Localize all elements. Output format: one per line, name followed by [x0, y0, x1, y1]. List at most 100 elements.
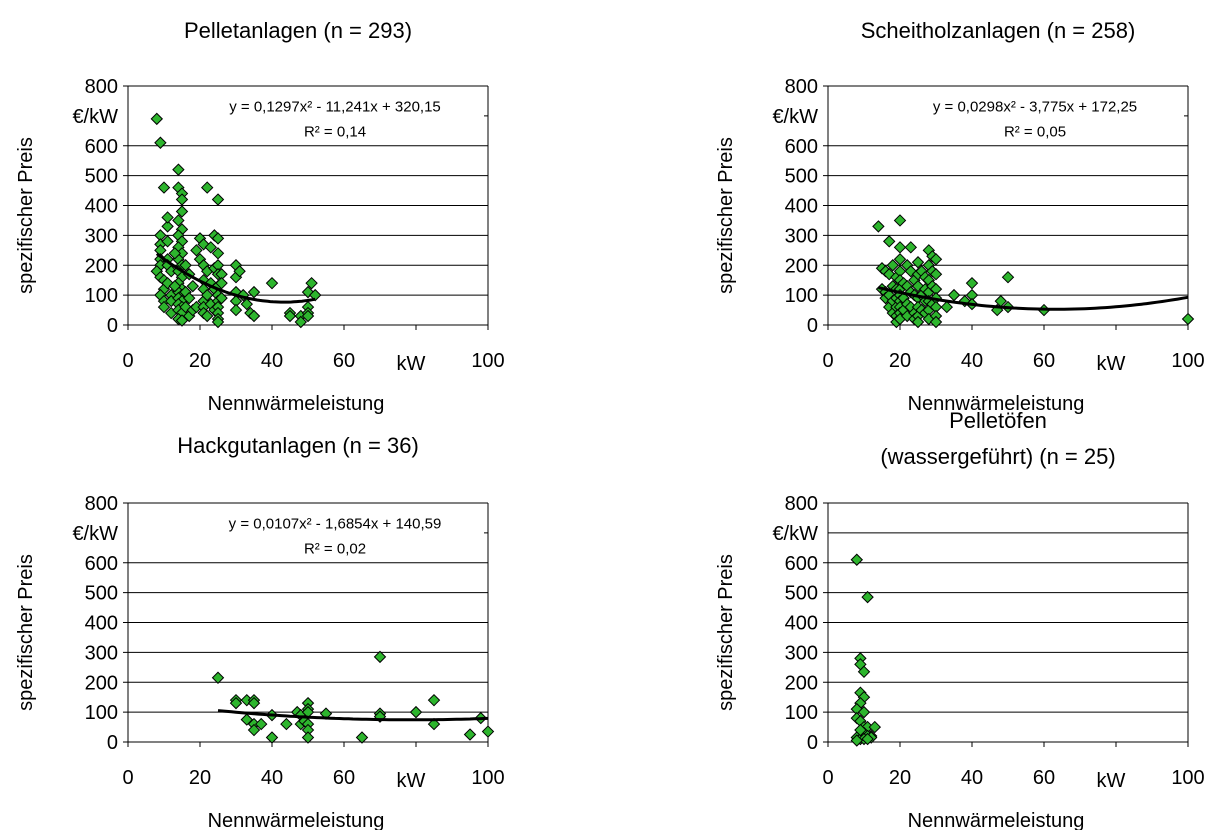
data-point	[211, 671, 225, 684]
x-tick-label: 100	[471, 350, 504, 372]
data-point	[229, 303, 243, 317]
y-tick-label: 800	[785, 493, 818, 515]
x-tick-label: 20	[889, 350, 911, 372]
data-point	[481, 725, 495, 738]
data-point	[265, 731, 279, 744]
x-unit-label: kW	[1097, 770, 1126, 792]
y-tick-label: 600	[85, 553, 118, 575]
trendline-equation: y = 0,1297x² - 11,241x + 320,15	[229, 98, 441, 115]
y-tick-label: 200	[785, 672, 818, 694]
data-point	[240, 713, 254, 726]
data-point	[150, 112, 164, 126]
data-point	[965, 276, 979, 290]
chart-panel-3: Hackgutanlagen (n = 36)01002003004005006…	[15, 433, 505, 832]
trendline-equation: y = 0,0298x² - 3,775x + 172,25	[933, 98, 1137, 115]
x-tick-label: 40	[261, 767, 283, 789]
x-tick-label: 60	[1033, 350, 1055, 372]
data-point	[886, 259, 900, 272]
data-point	[168, 279, 182, 293]
data-point	[200, 288, 214, 302]
y-tick-label: 600	[85, 136, 118, 158]
equation-box	[182, 91, 484, 144]
x-axis-label: Nennwärmeleistung	[208, 393, 385, 415]
data-point	[179, 259, 192, 272]
trendline	[217, 709, 489, 722]
data-point	[247, 285, 261, 299]
y-tick-label: 800	[785, 76, 818, 98]
data-point	[161, 211, 174, 224]
data-point	[893, 241, 907, 254]
data-point	[186, 279, 200, 293]
data-point	[861, 590, 874, 604]
data-point	[175, 193, 189, 206]
data-point	[850, 553, 864, 566]
data-point	[240, 297, 254, 311]
data-point	[850, 734, 864, 747]
y-tick-label: 0	[807, 315, 818, 337]
data-point	[211, 247, 225, 260]
data-point	[204, 241, 218, 254]
data-point	[301, 731, 315, 744]
data-point	[211, 193, 225, 206]
data-point	[294, 315, 308, 329]
trendline	[878, 286, 1189, 311]
x-tick-label: 60	[333, 350, 355, 372]
x-tick-label: 20	[889, 767, 911, 789]
y-tick-label: 100	[785, 702, 818, 724]
data-point	[1181, 312, 1195, 326]
x-tick-label: 40	[961, 767, 983, 789]
data-point	[215, 276, 228, 290]
x-tick-label: 20	[189, 767, 211, 789]
y-tick-label: 800	[85, 76, 118, 98]
data-point	[861, 732, 874, 746]
data-point	[280, 717, 293, 731]
data-point	[940, 300, 954, 314]
data-point	[893, 214, 907, 227]
data-point	[904, 241, 918, 254]
data-point	[168, 247, 182, 260]
y-tick-label: 0	[107, 732, 118, 754]
data-point	[211, 315, 225, 329]
y-tick-label: 400	[785, 196, 818, 218]
y-tick-label: 400	[85, 196, 118, 218]
data-point	[854, 723, 867, 737]
y-unit-label: €/kW	[772, 106, 818, 128]
x-tick-label: 60	[1033, 767, 1055, 789]
y-axis-label: spezifischer Preis	[715, 554, 737, 711]
x-tick-label: 40	[261, 350, 283, 372]
x-unit-label: kW	[397, 353, 426, 375]
y-tick-label: 0	[107, 315, 118, 337]
data-point	[409, 705, 423, 719]
x-tick-label: 0	[122, 767, 133, 789]
data-point	[247, 696, 261, 710]
y-tick-label: 800	[85, 493, 118, 515]
data-point	[857, 705, 871, 719]
data-point	[911, 315, 925, 329]
data-point	[215, 291, 228, 305]
chart-title: Scheitholzanlagen (n = 258)	[861, 18, 1136, 43]
x-axis-label: Nennwärmeleistung	[208, 810, 385, 830]
data-point	[427, 717, 441, 731]
data-point	[893, 253, 907, 266]
data-point	[872, 220, 885, 233]
chart-panel-2: Scheitholzanlagen (n = 258)0100200300400…	[715, 18, 1205, 415]
trendline-equation: y = 0,0107x² - 1,6854x + 140,59	[229, 515, 442, 532]
x-axis-label: Nennwärmeleistung	[908, 393, 1085, 415]
trendline	[155, 252, 316, 304]
data-point	[247, 309, 261, 323]
y-tick-label: 0	[807, 732, 818, 754]
data-point	[355, 731, 369, 744]
y-tick-label: 600	[785, 136, 818, 158]
data-point	[182, 291, 196, 305]
chart-title: Pelletöfen	[949, 408, 1047, 433]
x-unit-label: kW	[397, 770, 426, 792]
data-point	[305, 276, 318, 290]
data-point	[463, 728, 477, 741]
x-tick-label: 0	[122, 350, 133, 372]
data-point	[929, 253, 943, 266]
data-point	[247, 723, 261, 737]
y-unit-label: €/kW	[72, 106, 118, 128]
data-point	[373, 650, 387, 664]
y-unit-label: €/kW	[72, 523, 118, 545]
